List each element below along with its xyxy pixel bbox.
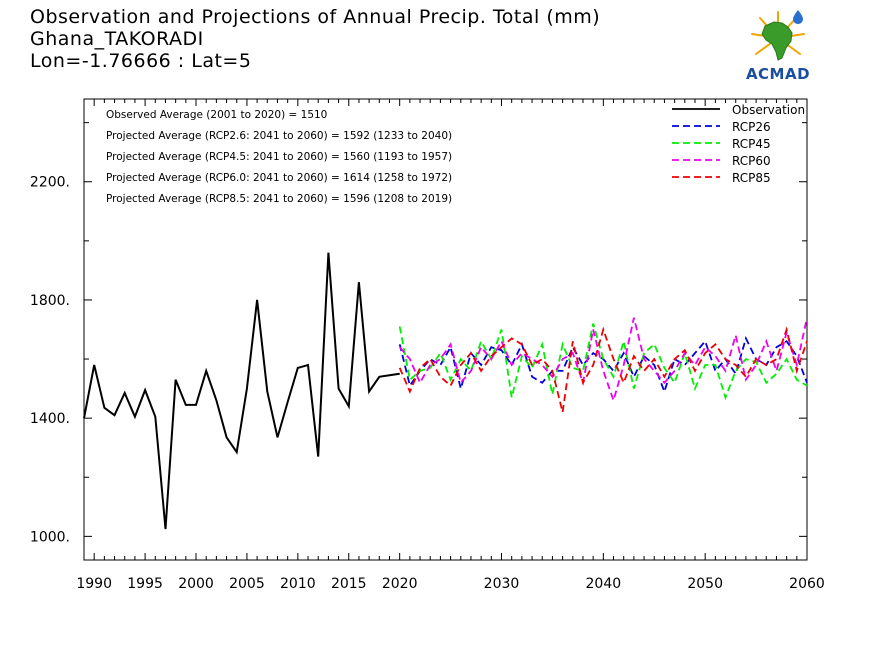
annotation-text: Projected Average (RCP4.5: 2041 to 2060)… [106,151,452,163]
annotation-text: Observed Average (2001 to 2020) = 1510 [106,109,327,121]
acmad-logo: ACMAD [738,8,818,86]
x-tick-label: 2015 [331,576,367,592]
y-tick-label: 1800. [30,293,70,309]
x-tick-label: 1995 [127,576,163,592]
legend-label: RCP60 [732,154,771,168]
series-line-rcp60 [399,317,808,404]
series-line-rcp26 [398,335,808,395]
x-tick-label: 2005 [229,576,265,592]
x-tick-label: 2020 [382,576,418,592]
x-tick-label: 1990 [76,576,112,592]
annotation-text: Projected Average (RCP2.6: 2041 to 2060)… [106,130,452,142]
logo-text: ACMAD [745,65,811,83]
plot-frame [83,98,808,561]
series-line-rcp85 [398,326,808,413]
coordinates: Lon=-1.76666 : Lat=5 [30,50,252,72]
y-tick-label: 1400. [30,411,70,427]
x-tick-label: 2030 [484,576,520,592]
legend-label: RCP26 [732,120,771,134]
series-line-rcp45 [398,323,808,401]
legend-label: RCP45 [732,137,771,151]
annotation-text: Projected Average (RCP8.5: 2041 to 2060)… [106,193,452,205]
x-tick-label: 2000 [178,576,214,592]
y-tick-label: 1000. [30,529,70,545]
x-tick-label: 2060 [789,576,825,592]
africa-map-icon [751,10,805,61]
station-name: Ghana_TAKORADI [30,28,204,50]
y-tick-label: 2200. [30,175,70,191]
x-tick-label: 2040 [586,576,622,592]
series-line-observation [83,252,400,530]
chart-title: Observation and Projections of Annual Pr… [30,6,601,28]
legend-label: RCP85 [732,171,771,185]
legend-label: Observation [732,103,805,117]
title-block: Observation and Projections of Annual Pr… [30,6,600,72]
x-tick-label: 2050 [687,576,723,592]
annotation-text: Projected Average (RCP6.0: 2041 to 2060)… [106,172,452,184]
x-tick-label: 2010 [280,576,316,592]
